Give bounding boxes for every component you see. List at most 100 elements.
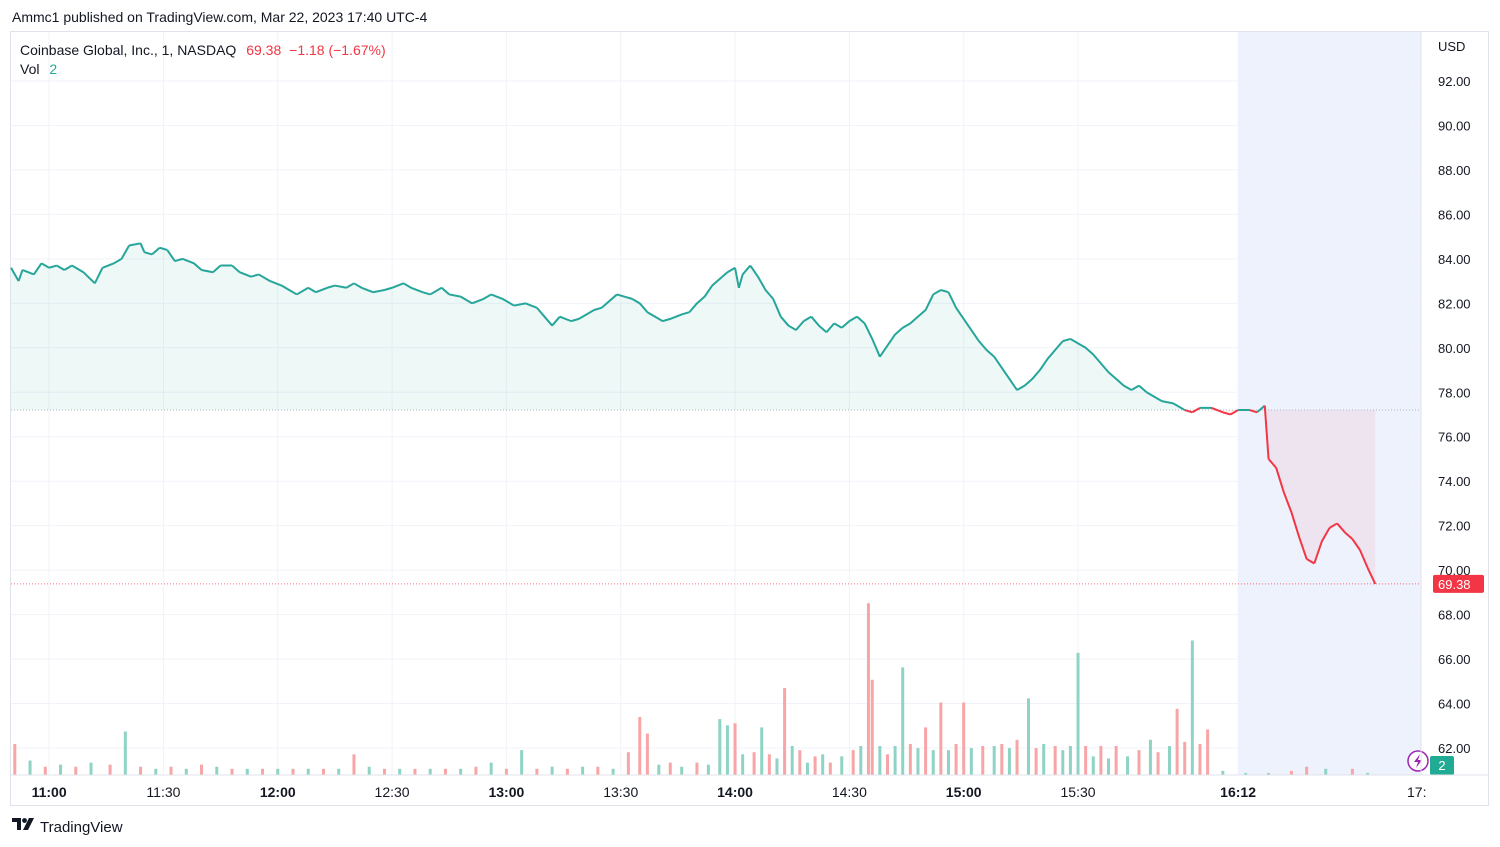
volume-bar	[916, 748, 920, 775]
price-line-below	[1184, 405, 1377, 585]
x-tick-label: 13:00	[488, 784, 524, 800]
volume-bar	[59, 764, 63, 775]
volume-bar	[154, 768, 158, 775]
volume-bar	[1053, 746, 1057, 775]
x-tick-label: 17:	[1407, 784, 1426, 800]
last-price-badge	[1433, 574, 1484, 593]
volume-bar	[1324, 768, 1328, 775]
symbol-title[interactable]: Coinbase Global, Inc., 1, NASDAQ	[20, 42, 237, 58]
y-tick-label: 62.00	[1438, 741, 1471, 756]
volume-bar	[245, 768, 249, 775]
volume-bar	[680, 766, 684, 775]
volume-bar	[962, 702, 966, 775]
volume-bar	[611, 768, 615, 775]
volume-bar	[306, 768, 310, 775]
volume-bar	[291, 768, 295, 775]
publish-header: Ammc1 published on TradingView.com, Mar …	[12, 9, 428, 25]
y-tick-label: 74.00	[1438, 474, 1471, 489]
tradingview-logo-icon	[12, 818, 36, 836]
volume-bar	[169, 766, 173, 775]
volume-bar	[428, 768, 432, 775]
volume-bar	[901, 667, 905, 775]
volume-bar	[43, 766, 47, 775]
x-tick-label: 11:00	[32, 784, 67, 800]
y-tick-label: 66.00	[1438, 652, 1471, 667]
volume-bar	[413, 768, 417, 775]
volume-bar	[200, 764, 204, 775]
y-tick-label: 84.00	[1438, 252, 1471, 267]
tradingview-footer[interactable]: TradingView	[12, 818, 123, 836]
change-value: −1.18 (−1.67%)	[289, 42, 386, 58]
volume-bar	[733, 723, 737, 775]
x-tick-label: 15:30	[1061, 784, 1096, 800]
chart-frame	[10, 31, 1489, 806]
volume-bar	[1126, 756, 1130, 775]
x-tick-label: 16:12	[1220, 784, 1256, 800]
volume-bar	[790, 746, 794, 775]
chart-legend: Coinbase Global, Inc., 1, NASDAQ 69.38 −…	[20, 41, 386, 79]
volume-bar	[276, 768, 280, 775]
volume-bar	[840, 756, 844, 775]
volume-bar	[1289, 770, 1293, 775]
x-tick-label: 13:30	[603, 784, 638, 800]
volume-bar	[352, 754, 356, 775]
volume-bar	[741, 754, 745, 775]
volume-bar	[798, 750, 802, 775]
volume-bar	[1350, 768, 1354, 775]
y-tick-label: 88.00	[1438, 163, 1471, 178]
volume-bar	[1175, 708, 1179, 775]
volume-bar	[645, 733, 649, 775]
volume-badge	[1430, 756, 1454, 775]
volume-bar	[1366, 772, 1370, 775]
volume-bar	[828, 762, 832, 775]
volume-bar	[851, 750, 855, 775]
last-price-badge-label: 69.38	[1438, 577, 1471, 592]
x-tick-label: 12:00	[260, 784, 296, 800]
volume-bar	[1015, 739, 1019, 775]
volume-bar	[1137, 750, 1141, 775]
volume-bar	[1068, 746, 1072, 775]
volume-bar	[1267, 772, 1271, 775]
volume-bar	[504, 768, 508, 775]
volume-bar	[954, 743, 958, 775]
volume-bar	[123, 731, 127, 775]
y-tick-label: 70.00	[1438, 563, 1471, 578]
volume-bar	[321, 768, 325, 775]
volume-bar	[520, 750, 524, 775]
volume-bar	[931, 750, 935, 775]
volume-bar	[813, 756, 817, 775]
volume-bar	[1026, 698, 1030, 775]
volume-bar	[981, 746, 985, 775]
volume-bar	[657, 764, 661, 775]
volume-bar	[1206, 729, 1210, 775]
y-tick-label: 64.00	[1438, 697, 1471, 712]
volume-bar	[1084, 746, 1088, 775]
volume-bar	[1034, 748, 1038, 775]
last-price-value: 69.38	[246, 42, 282, 58]
volume-bar	[859, 746, 863, 775]
volume-bar	[767, 754, 771, 775]
volume-bar	[1305, 766, 1309, 775]
volume-bar	[870, 679, 874, 775]
volume-bar	[1148, 739, 1152, 775]
volume-bar	[230, 768, 234, 775]
y-tick-label: 68.00	[1438, 608, 1471, 623]
volume-bar	[382, 768, 386, 775]
volume-bar	[1061, 750, 1065, 775]
volume-bar	[489, 762, 493, 775]
post-market-session-shade	[1238, 32, 1421, 775]
volume-bar	[718, 719, 722, 775]
volume-badge-label: 2	[1438, 758, 1445, 773]
volume-bar	[866, 603, 870, 775]
volume-bar	[908, 743, 912, 775]
x-tick-label: 15:00	[946, 784, 982, 800]
brand-label: TradingView	[40, 818, 123, 836]
volume-label[interactable]: Vol	[20, 61, 40, 77]
volume-bar	[28, 760, 32, 775]
y-tick-label: 78.00	[1438, 385, 1471, 400]
volume-bar	[992, 746, 996, 775]
volume-bar	[638, 717, 642, 775]
volume-bar	[1000, 743, 1004, 775]
x-tick-label: 12:30	[375, 784, 410, 800]
